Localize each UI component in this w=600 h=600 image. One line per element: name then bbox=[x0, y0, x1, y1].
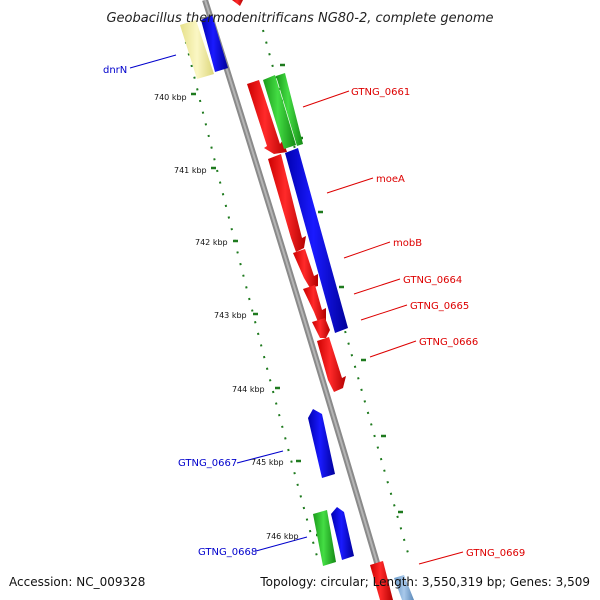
leader-GTNG_0664 bbox=[353, 278, 401, 295]
leader-GTNG_0666 bbox=[369, 340, 417, 358]
gene-top-red-feature bbox=[232, 0, 243, 6]
gene-label-GTNG_0664[interactable]: GTNG_0664 bbox=[403, 275, 462, 286]
leader-moeA bbox=[326, 177, 374, 194]
accession-text: Accession: NC_009328 bbox=[9, 575, 145, 589]
gene-GTNG_0665-feature bbox=[312, 318, 330, 338]
leader-GTNG_0667 bbox=[236, 450, 284, 464]
label-leaders bbox=[129, 54, 464, 565]
gene-labels: dnrN GTNG_0661 moeA mobB GTNG_0664 GTNG_… bbox=[103, 65, 525, 559]
summary-text: Topology: circular; Length: 3,550,319 bp… bbox=[259, 575, 590, 589]
gene-GTNG_0661-feature bbox=[247, 80, 287, 154]
gene-dnrN-feature bbox=[180, 20, 214, 79]
gene-label-GTNG_0666[interactable]: GTNG_0666 bbox=[419, 337, 478, 348]
tick-label: 745 kbp bbox=[251, 458, 284, 467]
gene-GTNG_0661-green-feature-2 bbox=[276, 73, 303, 146]
leader-dnrN bbox=[129, 54, 177, 69]
tick-labels: 740 kbp 741 kbp 742 kbp 743 kbp 744 kbp … bbox=[154, 93, 299, 541]
tick-label: 740 kbp bbox=[154, 93, 187, 102]
gene-label-mobB[interactable]: mobB bbox=[393, 238, 422, 249]
tick-label: 741 kbp bbox=[174, 166, 207, 175]
gene-label-moeA[interactable]: moeA bbox=[376, 174, 405, 185]
gene-moeA-feature bbox=[268, 154, 306, 252]
gene-moeA-blue-feature bbox=[285, 148, 348, 333]
leader-GTNG_0661 bbox=[302, 90, 350, 108]
gene-GTNG_0661-green-feature bbox=[263, 75, 296, 149]
leader-GTNG_0668 bbox=[255, 536, 308, 552]
gene-GTNG_0669-lightblue-feature bbox=[394, 575, 414, 600]
inner-guide-track bbox=[182, 29, 319, 561]
map-title: Geobacillus thermodenitrificans NG80-2, … bbox=[106, 11, 493, 26]
outer-major-ticks bbox=[280, 63, 403, 514]
major-ticks bbox=[191, 92, 321, 537]
gene-GTNG_0667-feature bbox=[308, 409, 335, 478]
leader-GTNG_0665 bbox=[360, 304, 408, 321]
leader-mobB bbox=[343, 241, 391, 259]
gene-GTNG_0668-feature bbox=[313, 510, 336, 566]
gene-label-dnrN[interactable]: dnrN bbox=[103, 65, 127, 76]
gene-GTNG_0668-blue-feature bbox=[331, 507, 354, 560]
tick-label: 743 kbp bbox=[214, 311, 247, 320]
tick-label: 742 kbp bbox=[195, 238, 228, 247]
genome-backbone-highlight bbox=[204, 0, 389, 600]
gene-label-GTNG_0661[interactable]: GTNG_0661 bbox=[351, 87, 410, 98]
gene-features bbox=[180, 0, 414, 600]
gene-label-GTNG_0668[interactable]: GTNG_0668 bbox=[198, 547, 257, 558]
gene-dnrN-blue-feature bbox=[201, 15, 228, 72]
gene-label-GTNG_0665[interactable]: GTNG_0665 bbox=[410, 301, 469, 312]
gene-label-GTNG_0669[interactable]: GTNG_0669 bbox=[466, 548, 525, 559]
tick-label: 746 kbp bbox=[266, 532, 299, 541]
gene-label-GTNG_0667[interactable]: GTNG_0667 bbox=[178, 458, 237, 469]
leader-GTNG_0669 bbox=[418, 551, 464, 565]
gene-GTNG_0669-feature bbox=[370, 561, 393, 600]
gene-mobB-feature bbox=[293, 249, 318, 288]
tick-label: 744 kbp bbox=[232, 385, 265, 394]
gene-GTNG_0666-feature bbox=[317, 337, 346, 392]
gene-GTNG_0664-feature bbox=[303, 285, 326, 322]
